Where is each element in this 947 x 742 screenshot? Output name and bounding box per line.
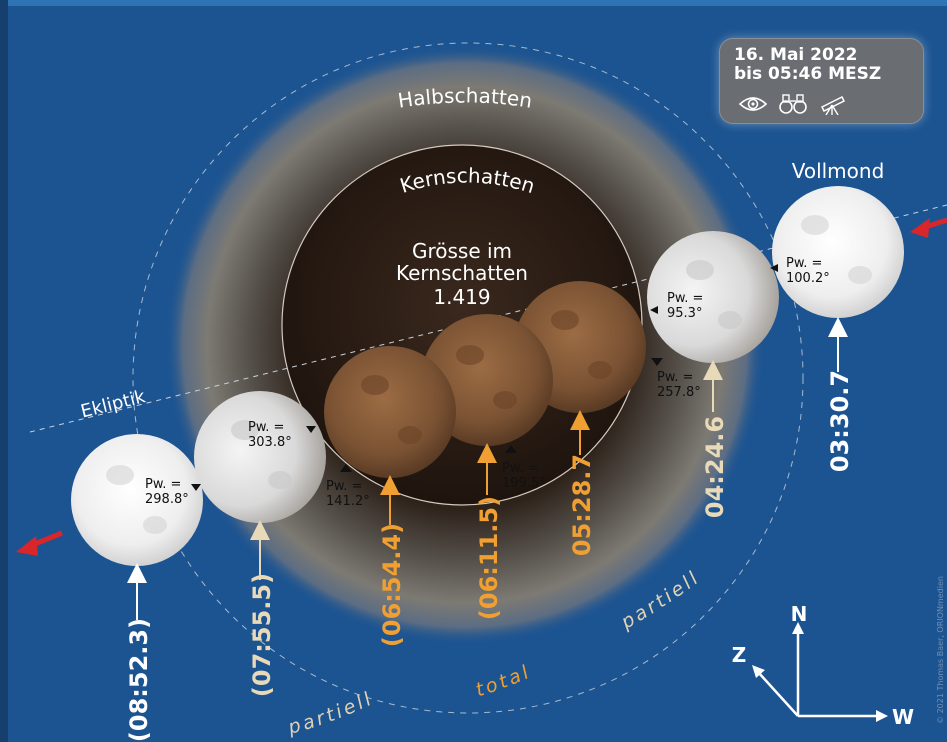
moon-direction-arrow-left xyxy=(16,530,63,556)
pw-marker-4 xyxy=(505,445,517,453)
pw-label-4a: Pw. = xyxy=(502,461,538,476)
pw-marker-3 xyxy=(651,358,663,366)
compass-west-label: W xyxy=(892,705,914,729)
pw-label-2a: Pw. = xyxy=(667,291,703,306)
pw-label-5a: Pw. = xyxy=(326,479,362,494)
compass: N Z W xyxy=(732,602,914,729)
time-0755: (07:55.5) xyxy=(248,573,276,697)
event-time: bis 05:46 MESZ xyxy=(734,64,882,84)
compass-north-arrow xyxy=(792,622,804,634)
pw-marker-2 xyxy=(650,306,658,314)
pw-label-7b: 298.8° xyxy=(145,492,189,507)
pw-marker-7 xyxy=(191,484,201,491)
ekliptik-label: Ekliptik xyxy=(79,386,148,422)
telescope-icon xyxy=(820,95,846,115)
pw-label-1a: Pw. = xyxy=(786,256,822,271)
moon-0654 xyxy=(324,346,456,478)
pw-label-4b: 199.5° xyxy=(502,476,546,491)
compass-east-arrow xyxy=(752,665,765,678)
penumbra-outline xyxy=(132,42,804,714)
groesse-label-2: Kernschatten xyxy=(396,261,528,285)
time-0528: 05:28.7 xyxy=(568,454,596,556)
eye-icon xyxy=(738,97,768,111)
partiell-left-label: partiell xyxy=(285,687,377,739)
pw-label-2b: 95.3° xyxy=(667,306,702,321)
pw-label-7a: Pw. = xyxy=(145,477,181,492)
moon-0424 xyxy=(647,231,779,363)
pw-marker-6 xyxy=(306,426,316,433)
groesse-value: 1.419 xyxy=(433,285,490,309)
compass-west-arrow xyxy=(876,710,888,722)
compass-east-label: Z xyxy=(732,643,747,667)
compass-north-label: N xyxy=(791,602,808,626)
moon-direction-arrow-right xyxy=(910,217,947,238)
pw-marker-1 xyxy=(770,264,778,272)
groesse-label-1: Grösse im xyxy=(412,239,512,263)
time-0611: (06:11.5) xyxy=(475,496,503,620)
time-0852: (08:52.3) xyxy=(125,618,153,742)
moon-0330 xyxy=(772,186,904,318)
pw-labels: Pw. = 100.2° Pw. = 95.3° Pw. = 257.8° Pw… xyxy=(145,256,830,509)
pw-label-6b: 303.8° xyxy=(248,435,292,450)
time-0330: 03:30.7 xyxy=(826,370,854,472)
left-bar xyxy=(0,0,8,742)
event-date: 16. Mai 2022 xyxy=(734,45,858,65)
pw-label-3b: 257.8° xyxy=(657,385,701,400)
vollmond-label: Vollmond xyxy=(792,159,885,183)
time-0424: 04:24.6 xyxy=(701,416,729,518)
moon-0755 xyxy=(194,391,326,523)
pw-label-6a: Pw. = xyxy=(248,420,284,435)
pw-marker-5 xyxy=(340,464,352,472)
total-label: total xyxy=(473,660,535,701)
binoculars-icon xyxy=(779,94,807,114)
top-bar xyxy=(0,0,947,6)
credit-text: © 2021 Thomas Baer, ORIONmedien xyxy=(936,576,945,724)
pw-label-3a: Pw. = xyxy=(657,370,693,385)
pw-label-5b: 141.2° xyxy=(326,494,370,509)
event-info-box: 16. Mai 2022 bis 05:46 MESZ xyxy=(719,38,924,124)
pw-label-1b: 100.2° xyxy=(786,271,830,286)
time-0654: (06:54.4) xyxy=(378,523,406,647)
moon-0852 xyxy=(71,434,203,566)
